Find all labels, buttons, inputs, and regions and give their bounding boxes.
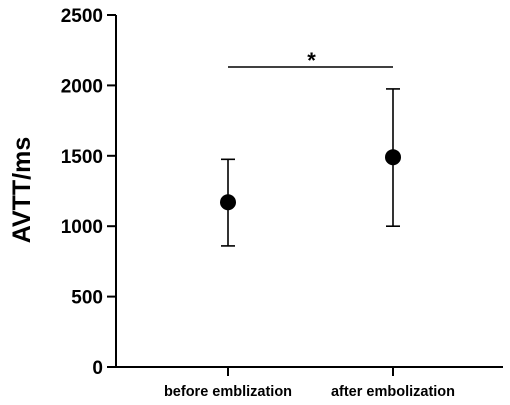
y-tick-label-1000: 1000 <box>61 217 103 238</box>
y-tick-label-1500: 1500 <box>61 147 103 168</box>
y-axis: 0 500 1000 1500 2000 2500 <box>61 6 117 379</box>
significance-label: * <box>307 48 316 73</box>
y-tick-label-2000: 2000 <box>61 76 103 97</box>
significance-annotation: * <box>228 48 393 73</box>
data-point-0 <box>220 194 236 211</box>
y-tick-label-2500: 2500 <box>61 6 103 27</box>
data-marks <box>220 88 401 247</box>
x-tick-label-0: before emblization <box>164 384 292 400</box>
y-tick-label-500: 500 <box>71 288 103 309</box>
x-tick-label-1: after embolization <box>331 384 455 400</box>
y-tick-label-0: 0 <box>92 358 103 379</box>
y-axis-label: AVTT/ms <box>8 137 36 244</box>
x-axis: before emblization after embolization <box>115 366 503 400</box>
data-point-1 <box>385 149 401 166</box>
